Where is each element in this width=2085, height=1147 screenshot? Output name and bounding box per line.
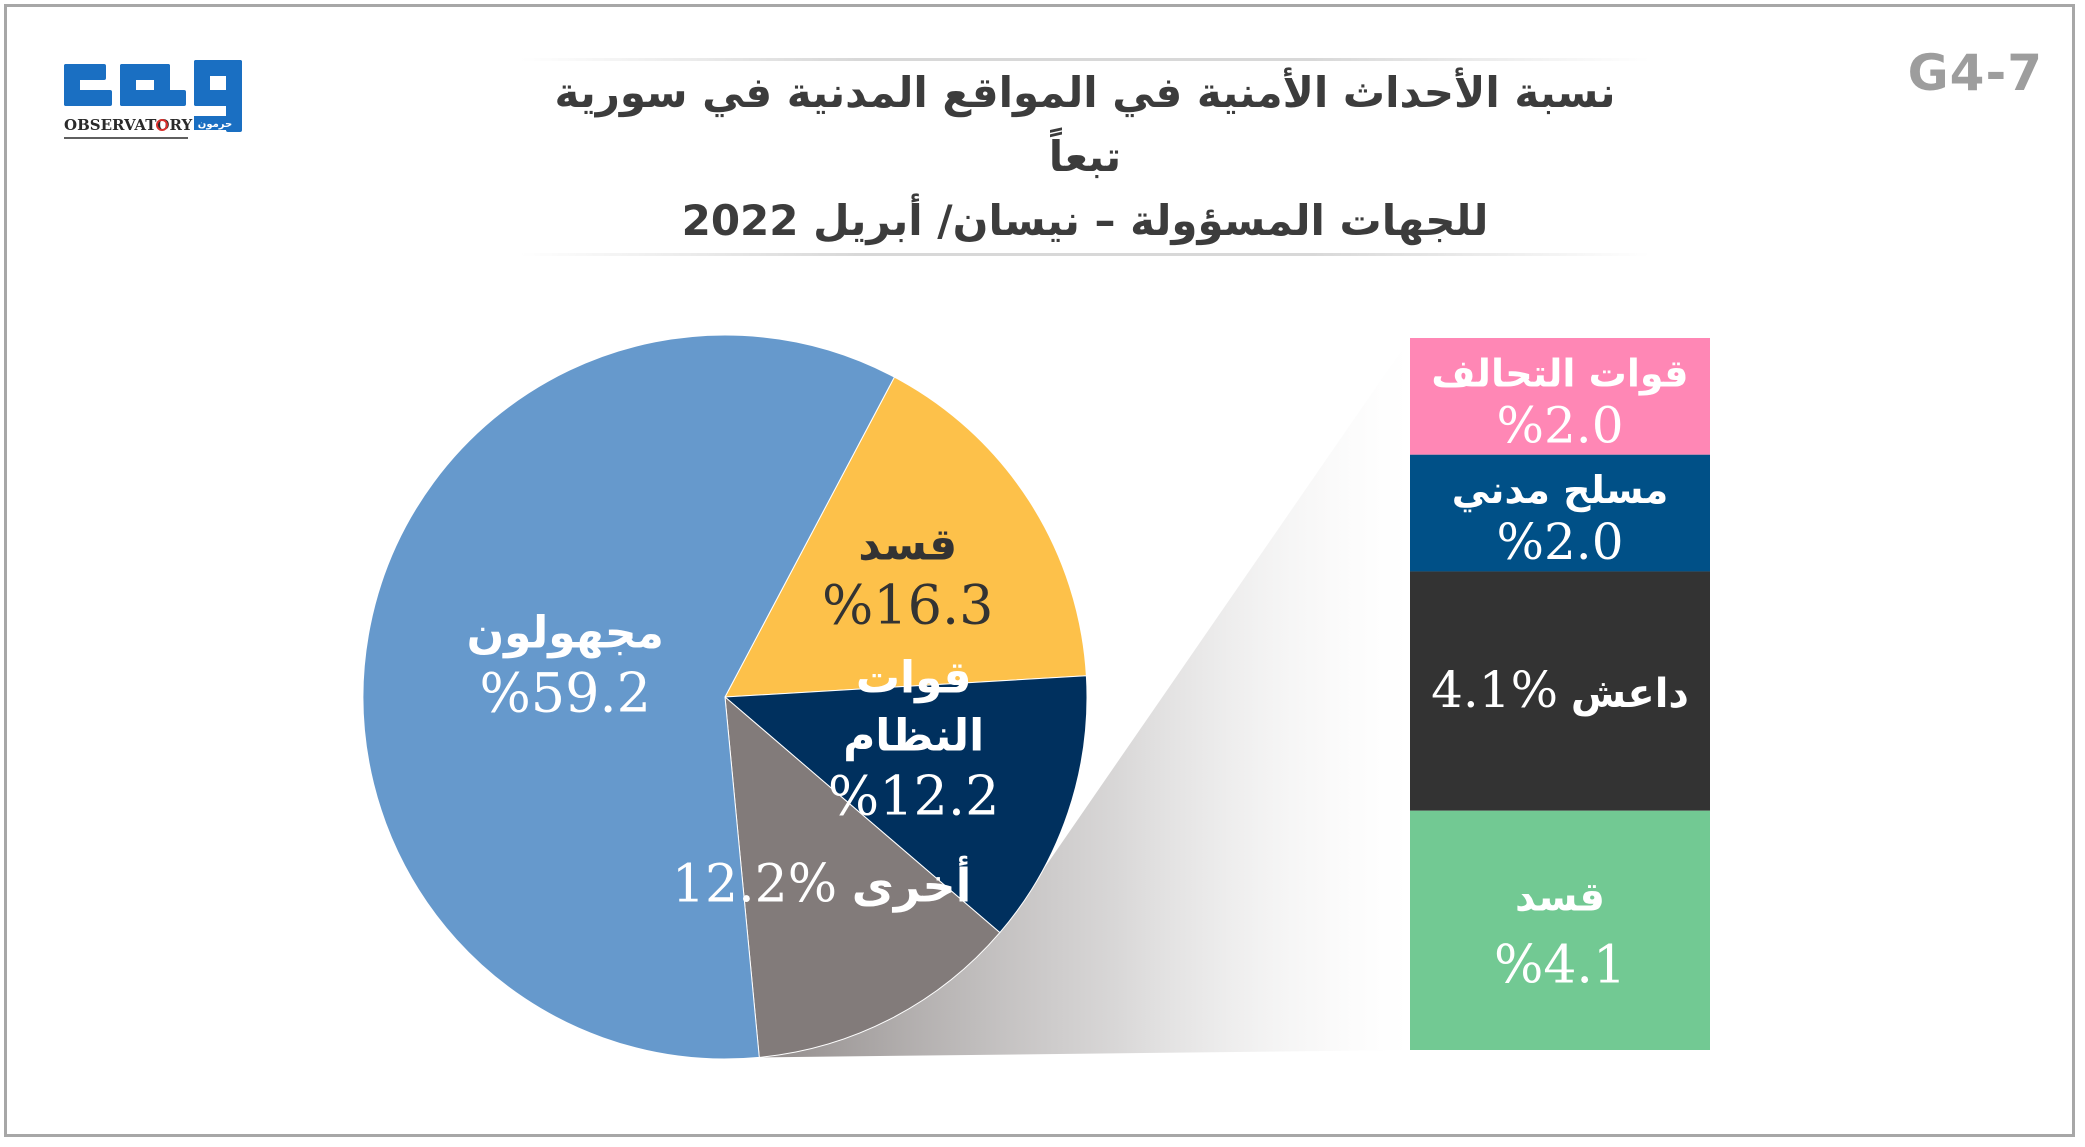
pie-label-other: أخرى %12.2 xyxy=(672,854,972,914)
title-line-1: نسبة الأحداث الأمنية في المواقع المدنية … xyxy=(554,68,1616,181)
chart-frame xyxy=(4,4,2075,1137)
breakout-connector xyxy=(759,338,1410,1058)
observatory-logo: حرمون OBSERVATORY xyxy=(64,60,242,139)
pie-label-sdf: قسد xyxy=(858,520,957,571)
logo-target-icon xyxy=(156,119,168,131)
bar-segment-isis xyxy=(1410,571,1710,811)
pie-slice-regime xyxy=(723,675,1088,934)
pie-slice-unknown xyxy=(362,334,896,1060)
pie-label-unknown: مجهولون xyxy=(467,607,664,658)
bar-value-sdf: %4.1 xyxy=(1494,935,1626,995)
title-rule-top xyxy=(520,58,1650,61)
pie-slice-sdf xyxy=(724,376,1087,698)
logo-sub-text: حرمون xyxy=(198,119,232,130)
bar-label-coalition: قوات التحالف xyxy=(1431,351,1688,395)
chart-title: نسبة الأحداث الأمنية في المواقع المدنية … xyxy=(520,58,1650,256)
pie-label-regime-line1: قوات xyxy=(856,653,972,704)
pie-label-other-name: أخرى xyxy=(852,855,972,912)
pie-label-regime-line2: النظام xyxy=(843,711,984,762)
pie-value-other: %12.2 xyxy=(672,854,837,914)
bar-label-isis-name: داعش xyxy=(1571,671,1689,717)
bar-value-coalition: %2.0 xyxy=(1496,396,1623,454)
title-rule-bottom xyxy=(520,253,1650,256)
pie-value-sdf: %16.3 xyxy=(822,574,994,637)
bar-label-sdf: قسد xyxy=(1515,874,1605,920)
bar-segment-coalition xyxy=(1410,338,1710,455)
bar-label-isis: داعش %4.1 xyxy=(1431,661,1689,719)
pie-value-regime: %12.2 xyxy=(828,765,1000,828)
chart-id: G4-7 xyxy=(1907,44,2043,102)
title-line-2: للجهات المسؤولة – نيسان/ أبريل 2022 xyxy=(681,196,1489,245)
bar-segment-civil_armed xyxy=(1410,454,1710,572)
bar-segment-sdf_breakout xyxy=(1410,810,1710,1050)
pie-slice-other xyxy=(724,695,1001,1058)
pie-value-unknown: %59.2 xyxy=(479,661,651,724)
bar-label-civil_armed: مسلح مدني xyxy=(1452,468,1669,512)
bar-value-isis: %4.1 xyxy=(1431,661,1558,719)
bar-value-civil_armed: %2.0 xyxy=(1496,513,1623,571)
